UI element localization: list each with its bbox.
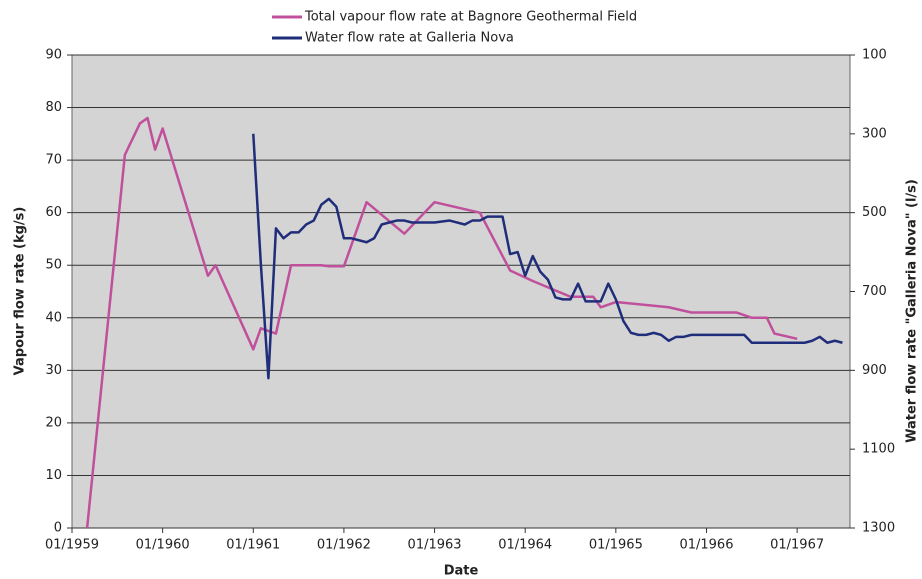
series-line [252,133,843,380]
legend-label: Water flow rate at Galleria Nova [305,31,514,46]
x-tick-label: 01/1967 [770,538,824,553]
x-tick-label: 01/1963 [408,538,462,553]
x-tick-label: 01/1966 [679,538,733,553]
x-axis-label: Date [444,564,479,579]
x-tick-label: 01/1965 [589,538,643,553]
y-tick-label: 30 [45,363,62,378]
x-tick-label: 01/1961 [226,538,280,553]
y-tick-label: 0 [54,521,62,536]
y2-tick-label: 300 [862,126,887,141]
y2-tick-label: 1100 [862,442,895,457]
x-tick-label: 01/1964 [498,538,552,553]
y2-tick-label: 1300 [862,521,895,536]
y-tick-label: 80 [45,100,62,115]
x-tick-label: 01/1962 [317,538,371,553]
y-tick-label: 50 [45,258,62,273]
y-tick-label: 60 [45,205,62,220]
y-tick-label: 10 [45,468,62,483]
series-line [85,116,798,529]
y2-tick-label: 700 [862,284,887,299]
y-tick-label: 90 [45,48,62,63]
y2-tick-label: 500 [862,205,887,220]
y2-tick-label: 100 [862,48,887,63]
x-tick-label: 01/1959 [45,538,99,553]
y-tick-label: 40 [45,310,62,325]
y-tick-label: 20 [45,415,62,430]
plot-area [71,54,851,529]
y-tick-label: 70 [45,153,62,168]
y2-axis-label: Water flow rate "Galleria Nova" (l/s) [905,179,920,443]
y2-tick-label: 900 [862,363,887,378]
legend-label: Total vapour flow rate at Bagnore Geothe… [304,10,637,25]
x-tick-label: 01/1960 [136,538,190,553]
y-axis-label: Vapour flow rate (kg/s) [13,207,28,376]
